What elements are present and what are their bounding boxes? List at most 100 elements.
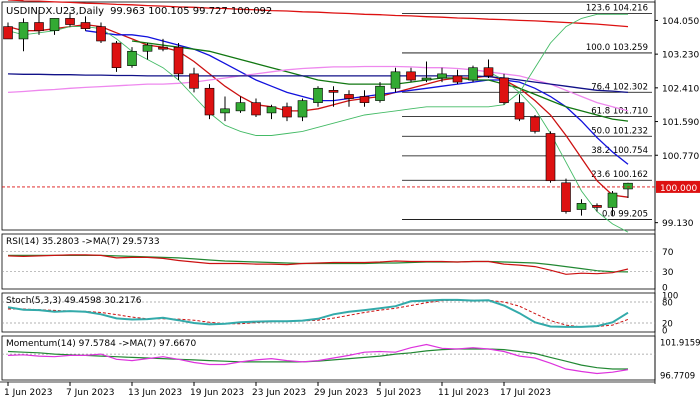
ma-line	[7, 65, 629, 112]
rsi-tick-label: 70	[662, 248, 674, 258]
time-tick-label: 7 Jun 2023	[66, 388, 114, 398]
momentum-panel	[2, 343, 655, 375]
candle-up	[576, 203, 587, 210]
fib-level-label: 38.2 100.754	[591, 146, 648, 156]
ma-line	[7, 23, 629, 198]
axis-layer: 100.000 104.050 103.230 102.410 101.590 100.7…	[4, 17, 700, 398]
stoch-d-line	[8, 299, 629, 328]
candle-down	[65, 18, 75, 25]
grid-layer	[0, 0, 656, 384]
price-tick-label: 100.770	[662, 152, 699, 162]
candle-down	[34, 22, 44, 32]
candle-up	[390, 71, 401, 89]
stoch-tick-label: 80	[662, 299, 673, 309]
price-panel: 123.6 104.216 100.0 103.259 76.4 102.302 61…	[2, 0, 655, 233]
candle-up	[468, 67, 478, 81]
ma-line	[7, 73, 629, 94]
ma-line	[7, 13, 628, 136]
rsi-tick-label: 30	[662, 268, 674, 278]
time-tick-label: 23 Jun 2023	[252, 388, 306, 398]
candle-up	[437, 73, 447, 79]
candle-up	[421, 77, 432, 81]
symbol-label: USDINDX.U23,Daily	[6, 6, 104, 17]
time-tick-label: 5 Jul 2023	[376, 388, 421, 398]
rsi-line	[7, 254, 629, 275]
time-tick-label: 11 Jul 2023	[438, 388, 489, 398]
stoch-panel	[2, 298, 655, 328]
stoch-k-line	[7, 298, 629, 328]
current-price-label: 100.000	[660, 184, 697, 194]
candle-down	[406, 71, 416, 81]
ma-line	[85, 30, 629, 165]
rsi-tick-label: 0	[662, 284, 668, 294]
momentum-tick-label: 96.7709	[660, 371, 695, 381]
time-tick-label: 29 Jun 2023	[314, 388, 368, 398]
candle-down	[158, 46, 168, 50]
fib-level-label: 0.0 99.205	[602, 210, 648, 220]
candle-up	[127, 50, 137, 66]
fib-level-label: 100.0 103.259	[586, 43, 648, 53]
fib-level-label: 123.6 104.216	[586, 4, 648, 14]
stoch-tick-label: 100	[662, 292, 678, 302]
current-price-tag	[656, 180, 700, 193]
candle-up	[142, 44, 153, 52]
fib-level-label: 50.0 101.232	[591, 126, 648, 136]
price-tick-label: 102.410	[662, 84, 699, 94]
candle-up	[266, 106, 277, 114]
candle-down	[251, 102, 261, 116]
candle-down	[514, 102, 525, 120]
candle-down	[545, 133, 556, 182]
candle-up	[235, 102, 246, 112]
candle-down	[3, 26, 13, 40]
candle-down	[328, 90, 339, 93]
candle-up	[313, 87, 323, 103]
candle-up	[623, 182, 633, 190]
stoch-label: Stoch(5,3,3) 49.4598 30.2176	[6, 296, 142, 306]
candle-down	[530, 116, 540, 132]
momentum-ma-line	[7, 348, 628, 370]
time-tick-label: 17 Jul 2023	[500, 388, 551, 398]
candle-down	[344, 94, 354, 99]
fib-level-label: 23.6 100.162	[591, 170, 648, 180]
ma-line	[7, 0, 629, 28]
momentum-tick-label: 101.9159	[660, 338, 700, 348]
candle-down	[592, 205, 602, 208]
momentum-label: Momentum(14) 97.5784 ->MA(7) 97.6670	[6, 339, 197, 349]
candle-up	[49, 18, 60, 32]
ma-line	[488, 71, 629, 233]
fib-level-label: 61.8 101.710	[591, 107, 648, 117]
candle-down	[499, 77, 509, 103]
candle-up	[607, 192, 618, 208]
time-tick-label: 1 Jun 2023	[4, 388, 52, 398]
candle-down	[189, 73, 199, 89]
rsi-label: RSI(14) 35.2803 ->MA(7) 29.5733	[6, 237, 160, 247]
candle-down	[483, 67, 494, 77]
candle-down	[96, 26, 106, 42]
price-tick-label: 101.590	[662, 118, 699, 128]
stoch-tick-label: 20	[662, 320, 673, 330]
candle-down	[173, 46, 184, 75]
ohlc-values: 99.963 100.105 99.727 100.092	[110, 6, 272, 17]
candle-down	[452, 75, 463, 83]
candle-up	[18, 22, 29, 40]
momentum-line	[7, 343, 629, 375]
candle-down	[561, 182, 571, 212]
stoch-tick-label: 0	[662, 327, 667, 337]
chart-title: USDINDX.U23,Daily 99.963 100.105 99.727 1…	[6, 6, 272, 17]
candle-up	[297, 100, 308, 118]
candle-down	[204, 87, 215, 116]
price-tick-label: 103.230	[662, 51, 699, 61]
candle-down	[359, 96, 370, 103]
price-tick-label: 104.050	[662, 17, 699, 27]
candle-down	[282, 106, 292, 118]
candle-down	[80, 22, 91, 29]
price-tick-label: 99.130	[662, 219, 694, 229]
rsi-ma-line	[8, 254, 629, 273]
candle-down	[111, 42, 122, 69]
candle-up	[220, 108, 230, 114]
time-tick-label: 13 Jun 2023	[128, 388, 182, 398]
fib-level-label: 76.4 102.302	[591, 82, 648, 92]
candle-up	[375, 85, 385, 101]
time-tick-label: 19 Jun 2023	[190, 388, 244, 398]
